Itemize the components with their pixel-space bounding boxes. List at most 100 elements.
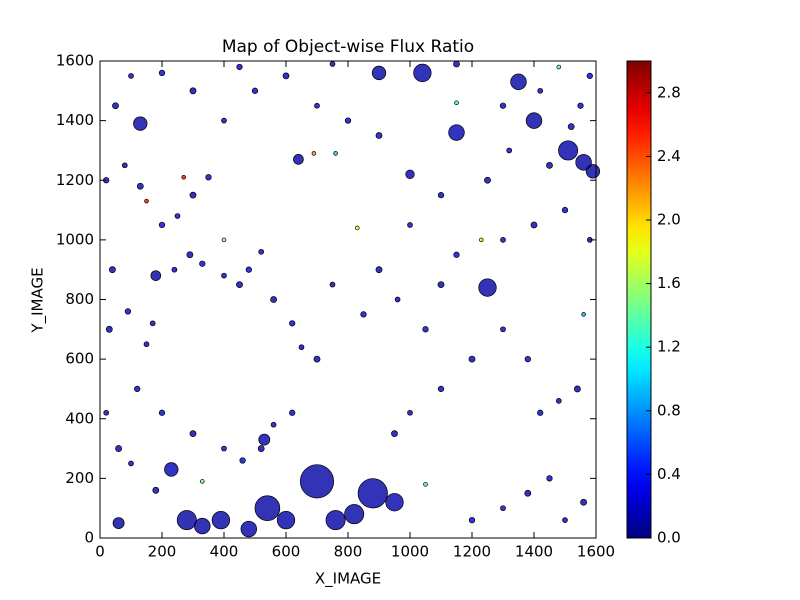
y-tick-label: 800	[65, 290, 94, 308]
point	[200, 479, 205, 484]
point	[405, 169, 415, 179]
y-tick-label: 200	[65, 469, 94, 487]
point	[144, 198, 149, 204]
point	[329, 61, 336, 67]
point	[413, 63, 432, 83]
point	[194, 517, 211, 535]
y-tick-label: 1000	[56, 230, 94, 248]
point	[152, 486, 160, 494]
point	[270, 421, 277, 428]
point	[258, 248, 265, 255]
point	[423, 482, 428, 487]
point	[109, 266, 116, 274]
point	[221, 272, 227, 279]
colorbar-tick-label: 2.4	[657, 147, 681, 165]
colorbar	[626, 60, 652, 539]
point	[479, 237, 484, 243]
point	[143, 341, 150, 348]
colorbar-tick-label: 0.8	[657, 401, 681, 419]
point	[293, 154, 304, 165]
point	[171, 266, 178, 273]
colorbar-tick-label: 1.2	[657, 338, 681, 356]
point	[289, 409, 296, 416]
point	[298, 344, 305, 351]
x-tick-label: 200	[148, 543, 177, 561]
point	[149, 320, 156, 327]
point	[537, 87, 544, 94]
point	[375, 132, 383, 139]
point	[121, 162, 128, 169]
colorbar-tick-label: 0.0	[657, 529, 681, 547]
point	[221, 117, 227, 124]
point	[174, 213, 181, 219]
point	[103, 409, 110, 416]
point	[254, 495, 281, 521]
point	[124, 308, 132, 315]
point	[158, 221, 166, 229]
point	[500, 237, 506, 243]
point	[500, 326, 506, 333]
colorbar-tick-label: 2.8	[657, 83, 681, 101]
point	[453, 60, 460, 68]
point	[189, 430, 197, 438]
point	[199, 260, 206, 267]
point	[236, 63, 243, 71]
colorbar-tick-label: 1.6	[657, 274, 681, 292]
x-tick-label: 600	[272, 543, 301, 561]
x-tick-label: 0	[95, 543, 105, 561]
point	[580, 498, 587, 506]
y-tick-label: 1400	[56, 111, 94, 129]
y-tick-label: 600	[65, 350, 94, 368]
point	[186, 251, 194, 259]
point	[360, 311, 367, 318]
colorbar-tick-label: 0.4	[657, 465, 681, 483]
point	[239, 457, 246, 464]
point	[574, 385, 581, 393]
point	[112, 517, 125, 529]
point	[134, 385, 141, 393]
point	[530, 221, 538, 229]
point	[270, 296, 277, 303]
point	[257, 445, 265, 452]
point	[562, 517, 568, 523]
point	[251, 87, 259, 94]
point	[385, 493, 404, 512]
point	[282, 72, 290, 80]
point	[422, 326, 429, 333]
y-tick-label: 1600	[56, 52, 94, 70]
point	[313, 355, 321, 363]
point	[276, 510, 296, 530]
point	[205, 174, 212, 181]
point	[407, 222, 413, 228]
point	[453, 251, 460, 258]
point	[329, 281, 336, 288]
point	[344, 504, 365, 525]
point	[289, 320, 296, 327]
point	[371, 65, 387, 81]
point	[333, 151, 338, 156]
y-tick-label: 400	[65, 409, 94, 427]
point	[586, 72, 593, 80]
point	[211, 510, 231, 530]
chart-title: Map of Object-wise Flux Ratio	[222, 37, 474, 57]
point	[524, 355, 531, 363]
point	[484, 176, 491, 184]
point	[115, 445, 122, 452]
point	[105, 325, 113, 333]
point	[556, 64, 562, 70]
x-tick-label: 1000	[391, 543, 429, 561]
y-axis-label: Y_IMAGE	[29, 267, 48, 333]
point	[454, 100, 459, 106]
point	[136, 182, 144, 190]
y-tick-label: 1200	[56, 171, 94, 189]
point	[581, 312, 586, 317]
x-tick-label: 400	[210, 543, 239, 561]
x-tick-label: 1400	[515, 543, 553, 561]
point	[355, 225, 360, 231]
point	[448, 124, 465, 141]
point	[112, 102, 119, 110]
point	[314, 102, 320, 109]
points	[103, 60, 601, 538]
point	[158, 69, 166, 77]
x-tick-label: 1600	[577, 543, 615, 561]
